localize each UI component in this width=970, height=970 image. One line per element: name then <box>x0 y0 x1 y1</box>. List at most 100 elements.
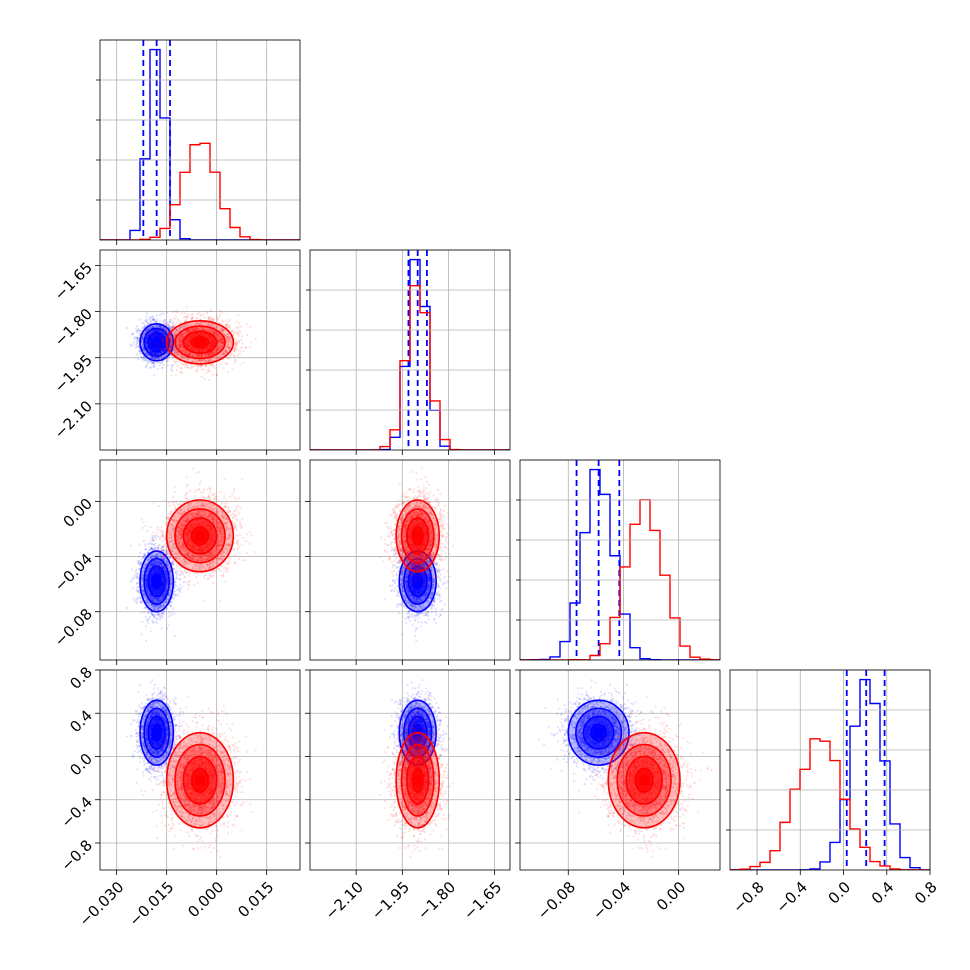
scatter-point <box>205 364 208 367</box>
scatter-point <box>130 345 133 348</box>
scatter-point <box>150 331 153 334</box>
scatter-point <box>149 350 152 353</box>
scatter-point <box>145 341 148 345</box>
scatter-point <box>133 337 136 340</box>
scatter-point <box>152 330 155 333</box>
scatter-point <box>164 318 167 322</box>
scatter-point <box>141 345 144 348</box>
scatter-point <box>135 329 138 332</box>
scatter-point <box>140 321 144 325</box>
scatter-point <box>139 355 142 358</box>
scatter-point <box>136 331 139 334</box>
scatter-point <box>155 330 158 333</box>
scatter-point <box>170 326 173 329</box>
scatter-point <box>238 331 241 334</box>
scatter-point <box>200 375 203 378</box>
scatter-point <box>134 346 137 349</box>
scatter-point <box>151 356 154 359</box>
scatter-point <box>245 323 249 326</box>
scatter-point <box>137 337 140 340</box>
scatter-point <box>153 320 156 323</box>
scatter-point <box>170 327 173 330</box>
scatter-point <box>152 352 156 355</box>
scatter-point <box>160 351 163 354</box>
scatter-point <box>142 347 145 350</box>
scatter-point <box>173 351 176 354</box>
scatter-point <box>166 364 170 367</box>
scatter-point <box>159 336 162 339</box>
scatter-point <box>160 331 163 334</box>
scatter-point <box>153 352 156 355</box>
scatter-point <box>152 362 156 365</box>
scatter-point <box>156 329 160 332</box>
scatter-point <box>136 336 139 339</box>
scatter-point <box>156 352 159 356</box>
scatter-point <box>157 359 161 362</box>
scatter-point <box>167 355 171 358</box>
scatter-point <box>141 343 144 346</box>
scatter-point <box>144 341 147 344</box>
scatter-point <box>161 360 164 363</box>
scatter-point <box>237 322 240 325</box>
scatter-point <box>163 334 167 337</box>
scatter-point <box>152 338 155 341</box>
scatter-point <box>136 358 140 361</box>
scatter-point <box>159 351 162 354</box>
scatter-point <box>175 328 178 331</box>
scatter-point <box>173 348 176 352</box>
scatter-point <box>140 344 144 347</box>
scatter-point <box>158 325 162 329</box>
scatter-point <box>145 337 148 340</box>
scatter-point <box>145 330 148 333</box>
scatter-point <box>163 333 166 336</box>
scatter-point <box>158 352 162 355</box>
scatter-point <box>169 346 172 349</box>
scatter-point <box>161 350 164 353</box>
scatter-point <box>162 356 165 360</box>
scatter-point <box>154 324 157 328</box>
scatter-point <box>172 320 175 323</box>
scatter-point <box>161 350 164 353</box>
scatter-point <box>125 326 128 330</box>
scatter-point <box>157 325 161 328</box>
scatter-point <box>176 317 180 320</box>
scatter-point <box>153 357 156 361</box>
scatter-point <box>155 329 158 332</box>
scatter-point <box>166 351 169 354</box>
scatter-point <box>138 349 141 353</box>
scatter-point <box>152 352 155 355</box>
scatter-point <box>155 324 159 328</box>
scatter-point <box>159 351 162 354</box>
scatter-point <box>174 349 177 353</box>
scatter-point <box>157 329 160 332</box>
scatter-point <box>242 350 245 353</box>
scatter-point <box>179 334 182 337</box>
scatter-point <box>148 327 151 330</box>
scatter-point <box>150 351 153 355</box>
scatter-point <box>145 338 148 341</box>
scatter-point <box>146 359 150 362</box>
scatter-point <box>151 347 154 351</box>
scatter-point <box>165 331 168 334</box>
scatter-point <box>166 327 170 330</box>
scatter-point <box>228 318 231 321</box>
scatter-point <box>161 332 165 335</box>
scatter-point <box>170 364 173 368</box>
scatter-point <box>153 329 156 332</box>
scatter-point <box>222 320 225 323</box>
scatter-point <box>155 329 158 333</box>
scatter-point <box>145 337 148 340</box>
scatter-point <box>150 350 153 354</box>
scatter-point <box>152 361 155 364</box>
scatter-point <box>170 374 173 377</box>
scatter-point <box>162 320 165 323</box>
scatter-point <box>141 336 144 340</box>
scatter-point <box>218 314 221 317</box>
scatter-point <box>163 312 166 315</box>
scatter-point <box>144 328 147 331</box>
scatter-point <box>145 346 149 349</box>
scatter-point <box>146 334 149 337</box>
scatter-point <box>167 323 170 326</box>
scatter-point <box>156 357 160 360</box>
scatter-point <box>144 352 147 355</box>
